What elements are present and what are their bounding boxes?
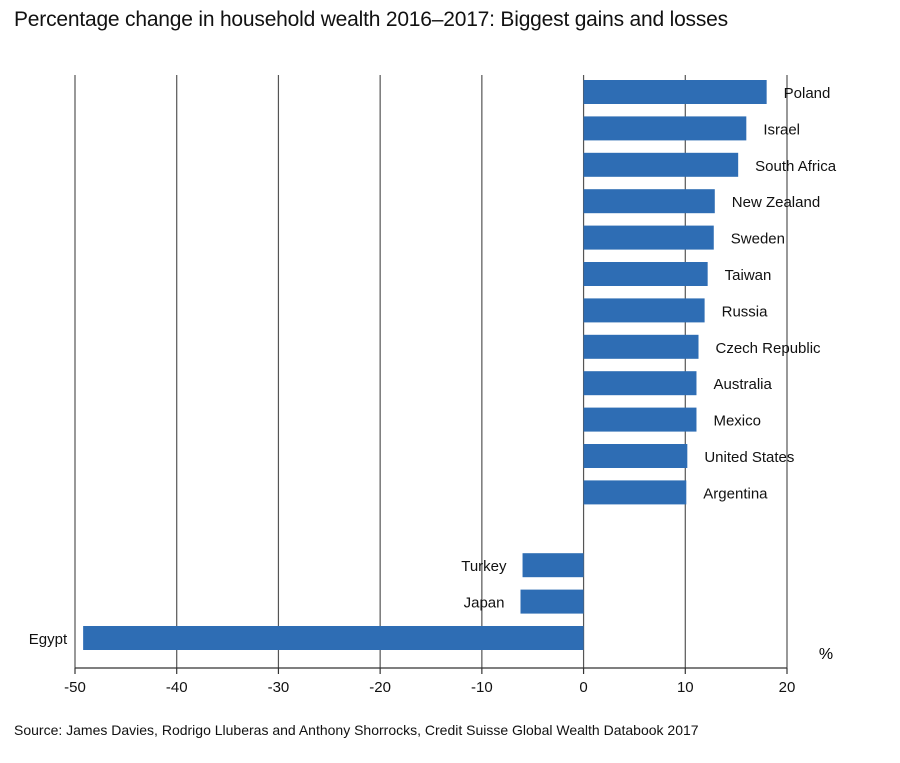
- bar-label: Poland: [784, 85, 831, 102]
- bars: [83, 80, 767, 650]
- bar-label: United States: [704, 449, 794, 466]
- bar-label: Egypt: [29, 631, 68, 648]
- x-tick-label: -20: [369, 679, 391, 696]
- x-tick-label: 20: [779, 679, 796, 696]
- chart-title: Percentage change in household wealth 20…: [14, 8, 728, 31]
- bar: [583, 80, 767, 104]
- unit-label: %: [819, 646, 833, 663]
- bar: [583, 334, 699, 359]
- bar-label: Turkey: [461, 558, 507, 575]
- category-labels: Poland Israel South Africa New Zealand Swede…: [29, 85, 837, 648]
- bar: [583, 152, 739, 177]
- bar-label: South Africa: [755, 158, 837, 175]
- bar: [583, 298, 705, 323]
- bar: [583, 116, 747, 141]
- bar-label: Japan: [464, 595, 505, 612]
- x-tick-label: -50: [64, 679, 86, 696]
- bar: [83, 626, 584, 650]
- bar: [583, 444, 688, 468]
- bar-label: Taiwan: [725, 267, 772, 284]
- bar: [583, 225, 714, 250]
- bar: [583, 189, 715, 214]
- x-tick-label: 0: [579, 679, 587, 696]
- x-tick-label: -30: [268, 679, 290, 696]
- bar: [583, 262, 708, 286]
- bar-label: Mexico: [713, 413, 761, 430]
- bar-label: Czech Republic: [716, 340, 822, 357]
- bar: [520, 589, 584, 614]
- bar-label: Israel: [763, 121, 800, 138]
- bar: [583, 480, 687, 505]
- bar-label: Sweden: [731, 231, 785, 248]
- x-tick-label: 10: [677, 679, 694, 696]
- gridlines: [74, 75, 788, 668]
- bar-label: New Zealand: [732, 194, 820, 211]
- x-axis-ticks: -50 -40 -30 -20 -10 0 10 20: [64, 668, 795, 696]
- bar-label: Argentina: [703, 485, 768, 502]
- bar: [522, 553, 584, 578]
- bar: [583, 407, 697, 432]
- bar-label: Russia: [722, 303, 769, 320]
- x-tick-label: -40: [166, 679, 188, 696]
- bar-label: Australia: [713, 376, 772, 393]
- x-tick-label: -10: [471, 679, 493, 696]
- source-note: Source: James Davies, Rodrigo Lluberas a…: [14, 722, 699, 738]
- bar: [583, 371, 697, 396]
